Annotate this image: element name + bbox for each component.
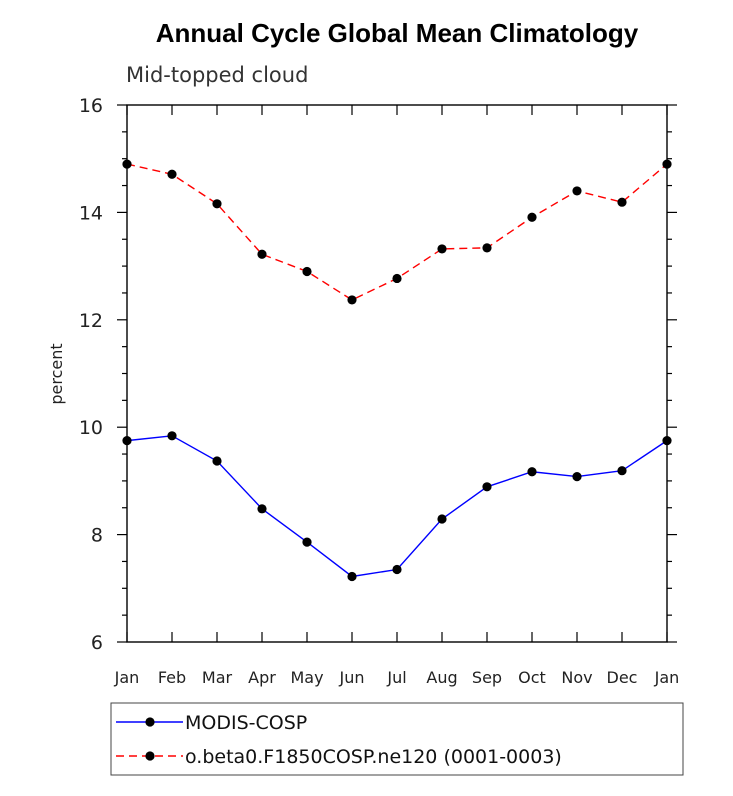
data-point: [527, 467, 537, 477]
x-tick-label: Apr: [248, 668, 276, 687]
x-tick-label: Nov: [561, 668, 592, 687]
y-tick-label: 6: [91, 632, 103, 654]
legend: MODIS-COSP o.beta0.F1850COSP.ne120 (0001-…: [116, 712, 562, 768]
data-point: [437, 244, 447, 254]
data-point: [572, 186, 582, 196]
axis-ticks: [117, 104, 677, 643]
series-layer: [122, 159, 672, 582]
x-tick-label: Oct: [518, 668, 546, 687]
data-point: [392, 564, 402, 575]
data-point: [122, 436, 132, 446]
data-point: [617, 197, 627, 207]
data-point: [482, 243, 492, 253]
data-point: [257, 249, 267, 259]
chart-title: Annual Cycle Global Mean Climatology: [156, 18, 639, 48]
data-point: [662, 436, 672, 446]
legend-label: MODIS-COSP: [185, 712, 307, 734]
x-tick-label: Dec: [607, 668, 638, 687]
data-point: [617, 466, 627, 476]
data-point: [392, 273, 402, 284]
x-tick-label: Jul: [386, 668, 406, 687]
y-tick-label: 10: [79, 417, 103, 439]
x-tick-label: Feb: [158, 668, 186, 687]
y-tick-labels: 6 8 10 12 14 16: [79, 95, 103, 654]
x-tick-label: Mar: [202, 668, 233, 687]
legend-label: o.beta0.F1850COSP.ne120 (0001-0003): [185, 746, 562, 768]
data-point: [527, 212, 537, 222]
data-point: [572, 472, 582, 482]
data-point: [167, 169, 177, 179]
data-point: [257, 504, 267, 514]
legend-marker: [145, 751, 155, 761]
plot-frame: [126, 104, 668, 643]
data-point: [662, 159, 672, 169]
data-point: [212, 456, 222, 466]
y-tick-label: 12: [79, 310, 103, 332]
legend-box: [110, 702, 684, 776]
data-point: [347, 295, 357, 305]
x-tick-label: Jun: [339, 668, 365, 687]
legend-marker: [145, 717, 155, 727]
x-tick-labels: Jan Feb Mar Apr May Jun Jul Aug Sep Oct Nov Dec Jan: [114, 668, 680, 687]
y-tick-label: 8: [91, 525, 103, 547]
series-line: [126, 435, 668, 578]
data-point: [167, 431, 177, 441]
data-point: [212, 199, 222, 209]
x-tick-label: Aug: [426, 668, 457, 687]
y-axis-label: percent: [47, 343, 66, 404]
x-tick-label: Jan: [654, 668, 680, 687]
data-point: [437, 514, 447, 524]
data-point: [482, 482, 492, 492]
y-tick-label: 16: [79, 95, 103, 117]
y-tick-label: 14: [79, 202, 103, 224]
x-tick-label: Sep: [472, 668, 502, 687]
data-point: [122, 159, 132, 169]
data-point: [302, 266, 312, 277]
x-tick-label: Jan: [114, 668, 140, 687]
data-point: [302, 537, 312, 547]
x-tick-label: May: [290, 668, 323, 687]
data-point: [347, 571, 357, 582]
chart-subtitle: Mid-topped cloud: [126, 63, 308, 87]
